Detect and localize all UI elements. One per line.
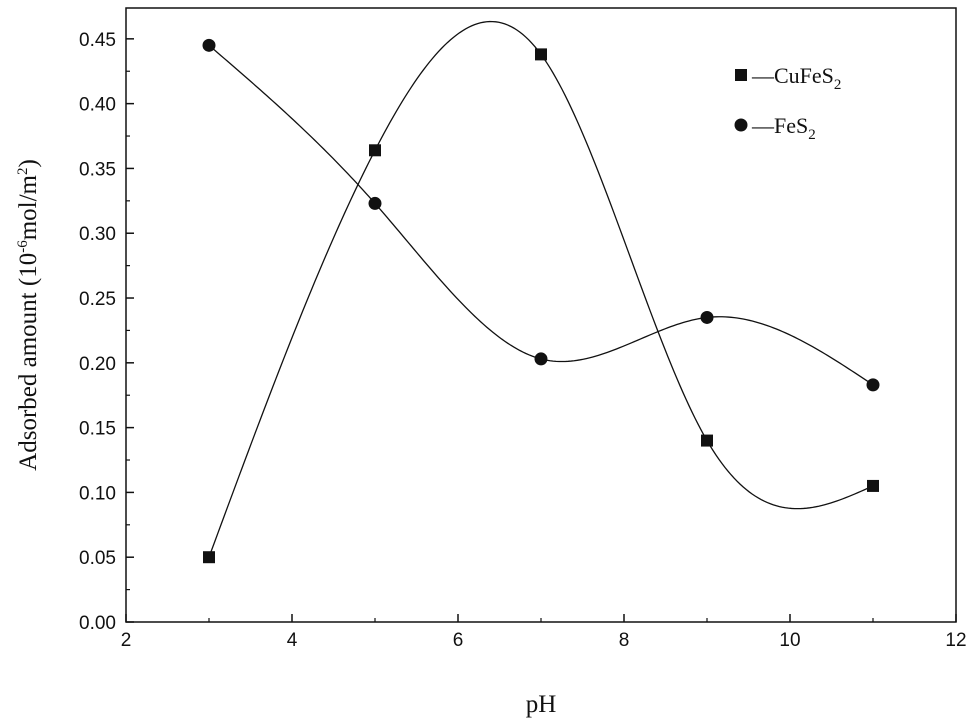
legend-label-cufes2: —CuFeS2 xyxy=(751,63,841,93)
y-axis-title-exp1: -6 xyxy=(15,240,31,253)
y-tick-label: 0.20 xyxy=(79,354,116,375)
y-tick-label: 0.10 xyxy=(79,483,116,504)
x-tick-label: 10 xyxy=(779,630,800,651)
x-tick-label: 4 xyxy=(287,630,298,651)
x-tick-label: 6 xyxy=(453,630,464,651)
legend-label-fes2-text: —FeS xyxy=(751,113,808,138)
y-axis-title-mid: mol/m xyxy=(15,174,42,240)
data-point-fes2 xyxy=(534,352,548,366)
y-tick-label: 0.30 xyxy=(79,224,116,245)
data-point-cufes2 xyxy=(535,48,547,61)
x-tick-label: 12 xyxy=(945,630,966,651)
data-point-cufes2 xyxy=(369,144,381,157)
legend-label-cufes2-text: —CuFeS xyxy=(751,63,834,88)
plot-frame xyxy=(125,7,957,623)
x-tick-label: 2 xyxy=(121,630,132,651)
legend-label-fes2-sub: 2 xyxy=(808,127,816,143)
legend-label-fes2: —FeS2 xyxy=(751,113,816,143)
series-line-fes2 xyxy=(208,44,874,386)
y-axis-title-main: Adsorbed amount (10 xyxy=(15,253,42,471)
y-tick-label: 0.05 xyxy=(79,548,116,569)
legend: —CuFeS2 —FeS2 xyxy=(734,63,841,143)
y-tick-label: 0.25 xyxy=(79,289,116,310)
y-axis-title-end: ) xyxy=(15,159,42,167)
series-layer xyxy=(202,20,880,564)
legend-marker-cufes2 xyxy=(735,69,747,81)
data-point-cufes2 xyxy=(867,479,879,492)
y-tick-label: 0.40 xyxy=(79,95,116,116)
legend-marker-fes2 xyxy=(734,118,748,132)
y-axis-title-exp2: 2 xyxy=(15,168,31,176)
y-tick-label: 0.00 xyxy=(79,613,116,634)
y-tick-label: 0.15 xyxy=(79,419,116,440)
x-axis-title: pH xyxy=(526,691,557,718)
data-point-fes2 xyxy=(368,196,382,210)
x-tick-label: 8 xyxy=(619,630,630,651)
legend-label-cufes2-sub: 2 xyxy=(834,77,842,93)
series-line-cufes2 xyxy=(208,20,874,558)
data-point-cufes2 xyxy=(203,551,215,564)
data-point-cufes2 xyxy=(701,434,713,447)
y-axis-title: Adsorbed amount (10-6mol/m2) xyxy=(15,159,42,471)
y-tick-label: 0.35 xyxy=(79,159,116,180)
data-point-fes2 xyxy=(866,378,880,392)
y-tick-label: 0.45 xyxy=(79,30,116,51)
ticks: 2 4 6 8 10 12 0.00 0.05 0.10 0.15 0.20 0.25 0.30 0.35… xyxy=(79,30,967,651)
data-point-fes2 xyxy=(202,38,216,52)
data-point-fes2 xyxy=(700,310,714,324)
